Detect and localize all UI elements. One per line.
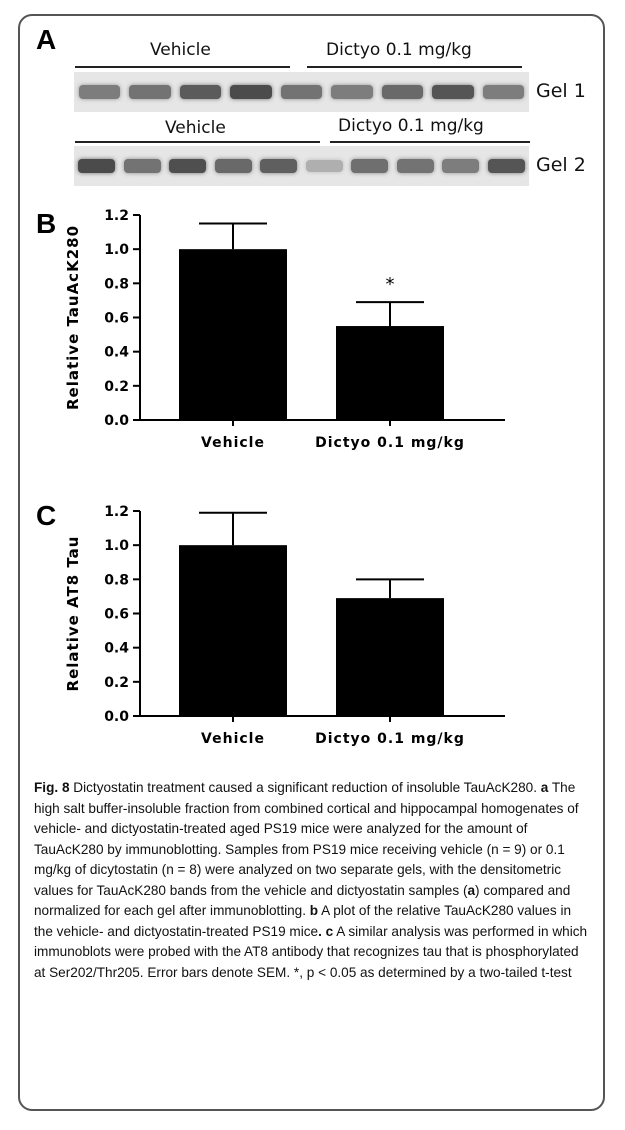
bar xyxy=(179,249,287,420)
gel2-dictyo-line xyxy=(330,141,530,143)
caption-title: Dictyostatin treatment caused a signific… xyxy=(69,780,541,795)
gel-band xyxy=(351,159,389,173)
gel-band xyxy=(123,159,161,173)
significance-marker: * xyxy=(386,274,395,295)
caption-b-label: b xyxy=(309,903,319,918)
gel-band xyxy=(78,158,116,174)
gel-band xyxy=(442,159,480,173)
bar xyxy=(336,598,444,716)
y-tick-label: 0.0 xyxy=(104,709,129,725)
y-tick-label: 0.6 xyxy=(104,311,129,327)
caption-a-text: The high salt buffer-insoluble fraction … xyxy=(34,780,579,898)
y-tick-label: 1.0 xyxy=(104,538,129,554)
y-tick-label: 0.6 xyxy=(104,607,129,623)
y-tick-label: 0.8 xyxy=(104,276,129,292)
gel-band xyxy=(260,158,298,174)
gel-band xyxy=(396,159,434,173)
gel-band xyxy=(280,85,323,99)
panel-letter-c: C xyxy=(36,500,57,531)
gel-band xyxy=(179,84,222,100)
gel1-label: Gel 1 xyxy=(536,80,586,102)
gel2-dictyo-label: Dictyo 0.1 mg/kg xyxy=(338,116,484,136)
y-tick-label: 1.2 xyxy=(104,504,129,520)
gel2-vehicle-label: Vehicle xyxy=(165,118,226,138)
y-tick-label: 0.4 xyxy=(104,345,129,361)
y-tick-label: 0.0 xyxy=(104,413,129,429)
caption-b-text: A plot of the relative TauAcK280 values … xyxy=(34,903,572,939)
y-axis-label: Relative AT8 Tau xyxy=(64,536,82,692)
gel-band xyxy=(78,85,120,99)
gel-1-blot xyxy=(74,72,529,112)
x-tick-label: Dictyo 0.1 mg/kg xyxy=(315,731,465,747)
caption-a-ref: a xyxy=(467,882,476,898)
x-tick-label: Dictyo 0.1 mg/kg xyxy=(315,435,465,451)
y-tick-label: 0.8 xyxy=(104,572,129,588)
gel1-dictyo-label: Dictyo 0.1 mg/kg xyxy=(326,40,472,60)
gel-band xyxy=(482,85,525,99)
caption-b-end: . xyxy=(318,923,322,939)
y-tick-label: 0.2 xyxy=(104,379,129,395)
x-tick-label: Vehicle xyxy=(201,731,265,747)
figure-frame xyxy=(18,14,605,1111)
gel-band xyxy=(331,85,373,99)
gel1-vehicle-line xyxy=(75,66,290,68)
panel-letter-a: A xyxy=(36,24,57,55)
gel2-vehicle-line xyxy=(75,141,320,143)
gel1-vehicle-label: Vehicle xyxy=(150,40,211,60)
y-tick-label: 1.0 xyxy=(104,242,129,258)
y-axis-label: Relative TauAcK280 xyxy=(64,225,82,410)
gel-band xyxy=(381,85,424,99)
bar xyxy=(336,326,444,420)
gel1-dictyo-line xyxy=(307,66,522,68)
figure-caption: Fig. 8 Dictyostatin treatment caused a s… xyxy=(34,778,590,983)
gel-2-blot xyxy=(74,146,529,186)
caption-c-text: A similar analysis was performed in whic… xyxy=(34,923,588,980)
bar-chart-c: 0.0 0.2 0.4 0.6 0.8 1.0 1.2 Relative AT8 Tau Veh… xyxy=(64,504,505,747)
y-tick-label: 0.4 xyxy=(104,641,129,657)
y-tick-label: 1.2 xyxy=(104,208,129,224)
bar xyxy=(179,545,287,716)
caption-fig-label: Fig. 8 xyxy=(34,780,70,795)
gel-band xyxy=(432,84,474,100)
y-tick-label: 0.2 xyxy=(104,675,129,691)
caption-c-label: c xyxy=(321,923,334,939)
bar-chart-b: 0.0 0.2 0.4 0.6 0.8 1.0 1.2 Relative TauAcK280 V… xyxy=(64,208,505,451)
gel-band xyxy=(129,85,171,99)
gel2-label: Gel 2 xyxy=(536,154,586,176)
caption-a-label: a xyxy=(540,780,549,795)
gel-band xyxy=(230,84,272,100)
panel-letter-b: B xyxy=(36,208,57,239)
x-tick-label: Vehicle xyxy=(201,435,265,451)
gel-band xyxy=(487,158,525,174)
gel-band xyxy=(169,158,207,174)
caption-a-text2: ) compared and normalized for each gel a… xyxy=(34,882,571,919)
gel-band xyxy=(214,159,252,173)
gel-band xyxy=(305,160,343,172)
